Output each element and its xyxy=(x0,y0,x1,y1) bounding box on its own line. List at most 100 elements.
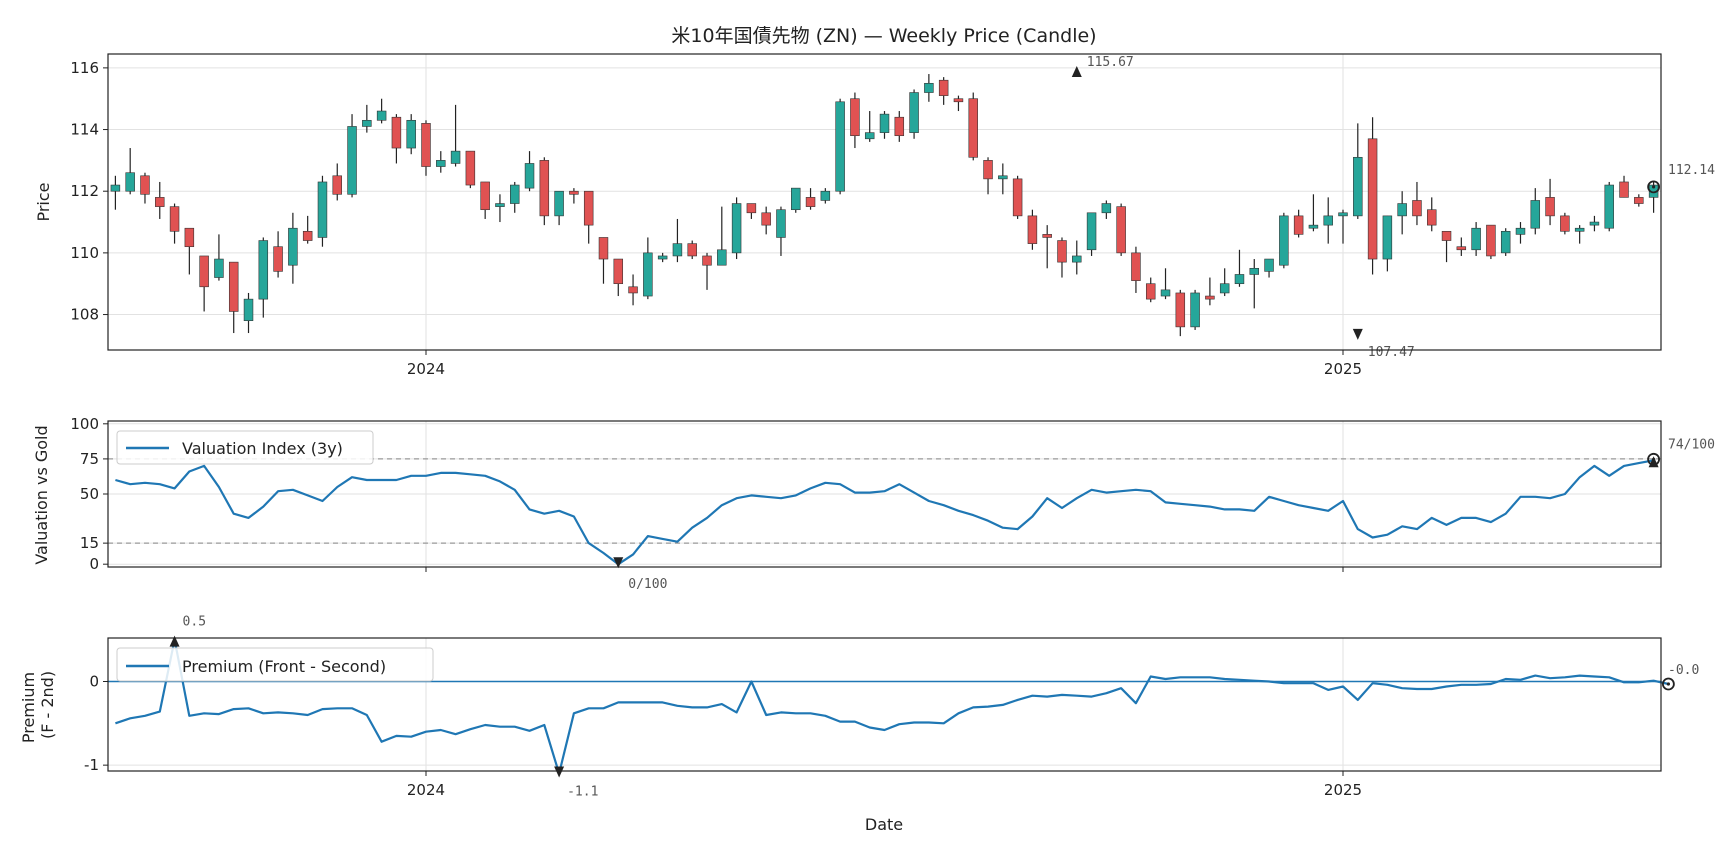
candle-body-up xyxy=(317,181,328,238)
candle xyxy=(1131,246,1141,293)
candle-body-down xyxy=(1116,206,1126,254)
candle xyxy=(731,197,742,260)
candle xyxy=(169,203,180,244)
candle xyxy=(421,120,431,176)
candle xyxy=(909,89,919,139)
candle xyxy=(1427,197,1437,232)
premium-y-tick-label: -1 xyxy=(84,756,99,774)
valuation-y-tick-label: 75 xyxy=(80,450,99,468)
price-min-label: 107.47 xyxy=(1368,345,1415,360)
candle-body-down xyxy=(894,116,905,137)
valuation-panel: 0/100 74/100 0 15 50 75 100 Valuation vs Gold… xyxy=(32,415,1715,592)
candle xyxy=(968,92,978,161)
candle xyxy=(1205,277,1215,306)
premium-max-label: 0.5 xyxy=(183,615,206,630)
candle xyxy=(1072,240,1082,275)
candle xyxy=(436,151,446,173)
candle xyxy=(1264,258,1274,278)
candle xyxy=(125,148,135,195)
price-max-label: 115.67 xyxy=(1087,55,1134,70)
candle xyxy=(1057,237,1067,278)
price-grid xyxy=(108,54,1661,350)
premium-last-label: -0.0 xyxy=(1668,663,1699,678)
candle xyxy=(924,74,934,102)
candle xyxy=(228,261,239,334)
candle xyxy=(850,92,860,149)
candle xyxy=(953,95,964,112)
candle-body-up xyxy=(450,150,461,164)
premium-legend: Premium (Front - Second) xyxy=(116,647,434,682)
candle xyxy=(1323,197,1333,244)
premium-x-ticks: 2024 2025 xyxy=(407,771,1362,799)
candle xyxy=(288,212,298,284)
valuation-last-label: 74/100 xyxy=(1668,437,1715,452)
candle-body-up xyxy=(864,132,875,140)
candle-body-down xyxy=(169,206,180,232)
candle-body-down xyxy=(199,255,209,288)
candle-body-up xyxy=(879,113,890,133)
candle xyxy=(1456,237,1467,256)
candle-body-up xyxy=(820,190,831,201)
candle-body-up xyxy=(495,203,505,207)
candle-body-up xyxy=(1101,203,1112,214)
candle xyxy=(879,111,890,139)
price-last-label: 112.14 xyxy=(1668,163,1715,178)
candle-body-up xyxy=(1397,203,1407,217)
candle-body-down xyxy=(687,243,697,257)
valuation-annotations: 0/100 74/100 xyxy=(613,437,1715,592)
candle xyxy=(643,237,653,300)
premium-y-label: Premium (F - 2nd) xyxy=(19,667,57,743)
valuation-y-ticks: 0 15 50 75 100 xyxy=(70,415,108,573)
candle xyxy=(302,215,313,244)
candle-body-up xyxy=(1530,200,1541,229)
candle-body-up xyxy=(672,243,683,257)
candle xyxy=(864,111,875,142)
premium-x-tick-label: 2025 xyxy=(1324,781,1362,799)
candle-body-down xyxy=(1427,209,1437,226)
candle-body-down xyxy=(746,203,757,214)
candle-body-up xyxy=(214,258,224,278)
candle-body-down xyxy=(155,197,165,207)
candle-body-up xyxy=(362,119,372,127)
candle xyxy=(1101,200,1112,219)
premium-panel: 0.5 -1.1 -0.0 -1 0 2024 2025 Premium (F - 2n… xyxy=(19,615,1699,834)
candle xyxy=(1397,191,1407,235)
price-y-ticks: 108 110 112 114 116 xyxy=(70,59,108,324)
candle xyxy=(983,157,993,195)
candle xyxy=(155,181,165,219)
candle-body-down xyxy=(613,258,624,285)
candle-body-up xyxy=(1338,212,1348,217)
valuation-last-marker-dot xyxy=(1652,457,1656,461)
candle xyxy=(554,190,564,226)
premium-y-label-line-2: (F - 2nd) xyxy=(38,671,57,739)
price-axes-frame xyxy=(107,53,1662,351)
candle xyxy=(1175,289,1186,337)
candle xyxy=(1190,289,1200,330)
valuation-min-label: 0/100 xyxy=(628,577,667,592)
candle-body-up xyxy=(1589,221,1600,226)
candle xyxy=(1604,181,1614,232)
candle-body-up xyxy=(1086,212,1097,251)
price-x-ticks: 2024 2025 xyxy=(407,350,1362,378)
valuation-y-tick-label: 100 xyxy=(70,415,99,433)
valuation-x-ticks xyxy=(425,567,1344,572)
candle-body-down xyxy=(1367,138,1378,260)
premium-y-label-line-1: Premium xyxy=(19,672,38,743)
candle xyxy=(657,252,668,263)
candle xyxy=(1249,259,1259,309)
valuation-legend: Valuation Index (3y) xyxy=(116,430,374,465)
candle-body-down xyxy=(1293,215,1304,235)
candle xyxy=(1589,215,1600,232)
candle xyxy=(791,187,801,213)
candle xyxy=(687,240,697,260)
candle-body-down xyxy=(1175,292,1186,328)
candle xyxy=(1367,117,1378,275)
premium-max-marker xyxy=(169,635,180,647)
candle xyxy=(717,206,727,266)
candle-body-down xyxy=(953,98,964,103)
candle-body-up xyxy=(776,209,786,238)
candle xyxy=(583,190,594,244)
candle xyxy=(1308,194,1319,232)
candle-body-down xyxy=(1012,178,1023,217)
